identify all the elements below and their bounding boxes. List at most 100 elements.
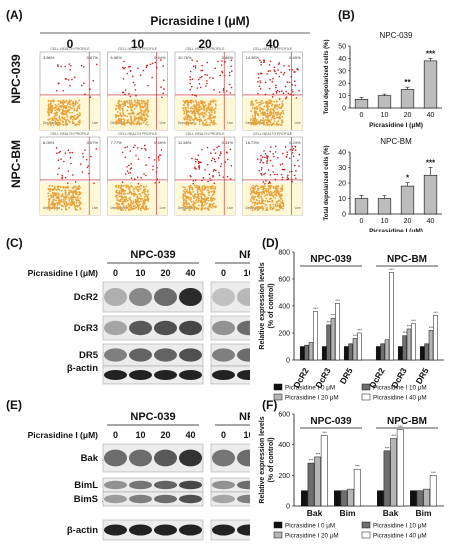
flow-event — [275, 90, 278, 93]
flow-event — [274, 151, 277, 153]
flow-event — [115, 190, 117, 193]
flow-event — [195, 102, 198, 105]
flow-event — [59, 199, 62, 202]
flow-event — [267, 101, 270, 104]
flow-event — [210, 113, 213, 116]
flow-event — [62, 105, 65, 108]
protein-band — [154, 348, 177, 362]
legend-swatch — [361, 531, 371, 539]
flow-event — [136, 105, 138, 107]
y-tick-label: 40 — [338, 150, 346, 157]
flow-event — [143, 102, 146, 105]
flow-event — [258, 85, 261, 88]
flow-event — [188, 111, 191, 113]
flow-event — [75, 198, 78, 201]
flow-event — [75, 100, 77, 102]
flow-event — [256, 188, 259, 191]
flow-event — [143, 191, 145, 193]
flow-event — [269, 109, 272, 111]
flow-event — [137, 182, 140, 185]
flow-event — [264, 156, 266, 159]
flow-event — [87, 165, 90, 167]
flow-event — [220, 163, 223, 165]
flow-event — [130, 121, 133, 124]
flow-event — [182, 104, 185, 106]
flow-event — [290, 180, 293, 183]
flow-event — [140, 109, 142, 112]
flow-event — [79, 207, 82, 209]
flow-event — [211, 187, 213, 190]
flow-event — [68, 189, 70, 192]
flow-event — [192, 179, 195, 182]
flow-event — [298, 89, 300, 92]
flow-event — [68, 203, 70, 205]
flow-event — [264, 93, 267, 96]
flow-event — [65, 186, 68, 189]
flow-event — [197, 110, 200, 113]
lane-dose-label: 20 — [160, 268, 170, 278]
flow-event — [60, 189, 63, 192]
flow-event — [198, 105, 201, 107]
flow-event — [230, 164, 233, 167]
y-tick-label: 200 — [278, 473, 290, 480]
flow-event — [272, 109, 275, 111]
flow-event — [70, 162, 72, 165]
lane-dose-label: 10 — [135, 268, 145, 278]
flow-event — [201, 191, 204, 194]
flow-event — [129, 190, 132, 193]
legend-label: Picrasidine I 20 μM — [285, 533, 339, 540]
flow-event — [137, 67, 139, 69]
flow-event — [116, 196, 119, 199]
protein-band — [104, 524, 127, 536]
flow-event — [268, 87, 271, 90]
flow-event — [136, 147, 139, 149]
bar — [383, 450, 391, 507]
flow-event — [74, 124, 77, 126]
flow-event — [155, 171, 158, 173]
flow-event — [291, 89, 293, 91]
flow-event — [55, 117, 57, 120]
flow-event — [50, 196, 52, 199]
significance-mark: *** — [309, 458, 314, 463]
flow-event — [194, 122, 197, 125]
flow-event — [126, 166, 128, 168]
flow-event — [259, 119, 262, 122]
flow-event — [221, 70, 223, 73]
flow-event — [199, 192, 202, 195]
flow-event — [191, 78, 194, 80]
flow-event — [193, 197, 195, 199]
cell-line-label: NPC-BM — [9, 140, 23, 188]
flow-event — [213, 148, 215, 151]
legend-label: Picrasidine I 0 μM — [285, 523, 335, 530]
significance-mark: *** — [315, 451, 320, 456]
flow-event — [197, 101, 200, 104]
flow-event — [202, 106, 205, 109]
flow-event — [118, 192, 121, 195]
flow-event — [73, 107, 76, 110]
flow-event — [121, 151, 124, 154]
flow-event — [197, 186, 200, 189]
flow-event — [190, 205, 193, 207]
flow-event — [87, 172, 90, 175]
flow-event — [280, 173, 283, 176]
flow-event — [184, 118, 186, 121]
flow-event — [70, 99, 73, 102]
bar — [308, 342, 314, 361]
bar — [375, 346, 381, 361]
flow-event — [261, 193, 263, 196]
flow-event — [192, 200, 195, 203]
flow-event — [130, 162, 132, 165]
flow-event — [135, 122, 138, 125]
flow-event — [140, 106, 143, 109]
flow-event — [70, 115, 73, 118]
bar — [354, 198, 369, 215]
bar — [314, 456, 321, 507]
flow-plot: CELL HEALTH PROFILE6.96%0.94%Depolarized… — [107, 47, 168, 131]
x-tick-label: 40 — [427, 112, 435, 119]
y-tick-label: 20 — [338, 181, 346, 188]
bar — [334, 490, 341, 507]
bar — [326, 324, 331, 361]
flow-event — [57, 107, 60, 110]
flow-event — [58, 123, 61, 126]
flow-event — [276, 116, 278, 119]
